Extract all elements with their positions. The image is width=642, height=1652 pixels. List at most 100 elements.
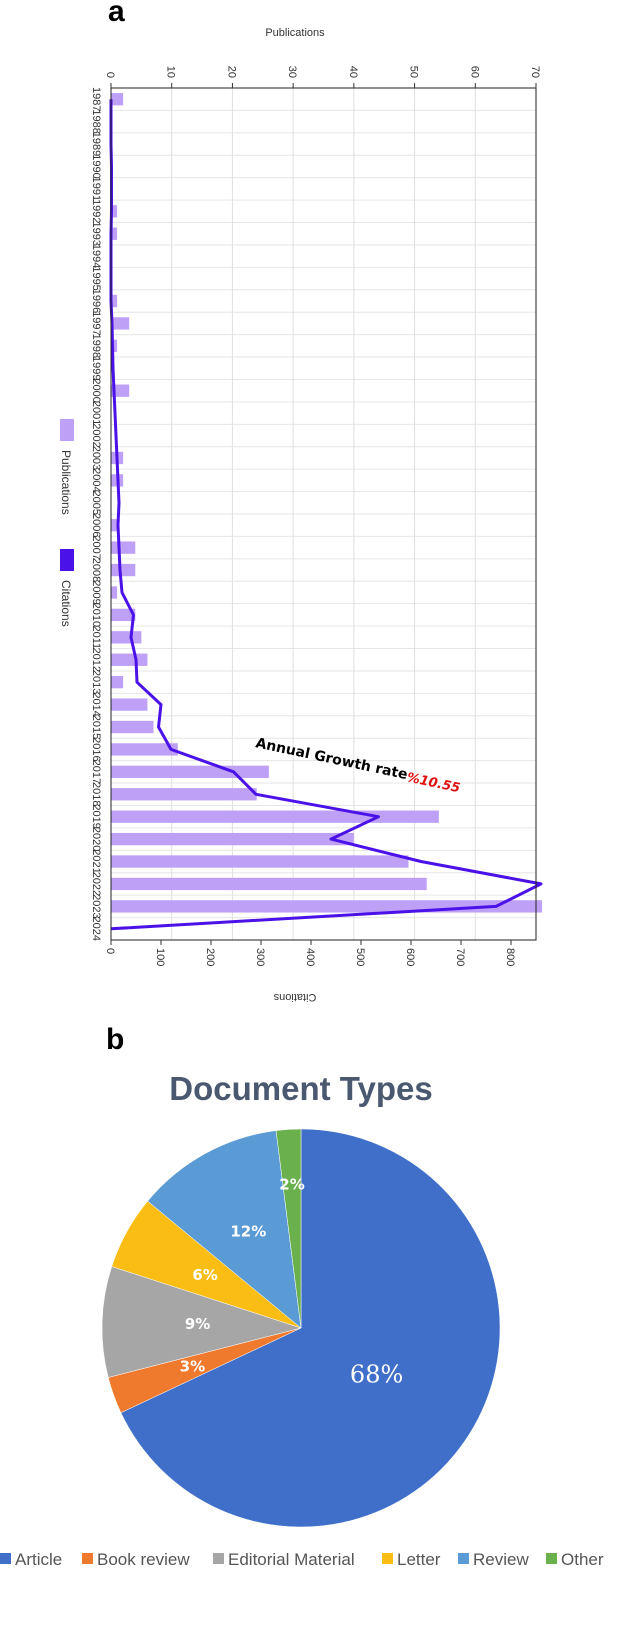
publications-tick-label: 60 (468, 66, 480, 78)
citations-tick-label: 700 (454, 948, 466, 966)
year-label-2003: 2003 (90, 446, 102, 470)
legend-label-publications: Publications (59, 450, 73, 515)
publications-tick-label: 40 (347, 66, 359, 78)
annotation-group: Annual Growth rate%10.55 (254, 735, 461, 796)
pie-legend-label-editorial-material: Editorial Material (228, 1550, 355, 1569)
publication-bar-2014 (111, 698, 148, 711)
publication-bar-2012 (111, 653, 148, 666)
publication-bar-2011 (111, 631, 142, 644)
pie-legend-swatch-other (546, 1553, 557, 1564)
publication-bar-2007 (111, 541, 136, 554)
year-label-1994: 1994 (90, 244, 102, 268)
publication-bar-2006 (111, 519, 118, 532)
panel-a-label: a (108, 0, 125, 28)
publications-tick-label: 0 (104, 72, 116, 78)
year-label-1989: 1989 (90, 132, 102, 156)
year-label-2021: 2021 (90, 849, 102, 873)
pie-legend-swatch-editorial-material (213, 1553, 224, 1564)
annotation-value: %10.55 (405, 770, 461, 796)
publication-bar-2017 (111, 765, 269, 779)
pie-label-other: 2% (279, 1176, 304, 1194)
pie-slice-labels: 68% 3% 9% 6% 12% 2% (180, 1176, 404, 1389)
publication-bar-1993 (111, 227, 118, 240)
year-label-2020: 2020 (90, 827, 102, 851)
pie-legend-label-review: Review (473, 1550, 529, 1569)
pie-legend-label-other: Other (561, 1550, 604, 1569)
panel-b-label: b (106, 1023, 124, 1056)
publications-citations-chart: 0 10 20 30 40 50 60 70 0 100 200 300 400 500 600 700 80… (59, 27, 543, 1003)
year-label-1993: 1993 (90, 221, 102, 245)
growth-rate-annotation: Annual Growth rate%10.55 (254, 735, 461, 796)
legend-swatch-citations (60, 549, 74, 571)
year-axis-labels: 1987198819891990199119921993199419951996… (90, 87, 102, 941)
year-label-2018: 2018 (90, 782, 102, 806)
citations-tick-label: 0 (104, 948, 116, 954)
year-label-1999: 1999 (90, 356, 102, 380)
citations-tick-label: 300 (254, 948, 266, 966)
year-label-1990: 1990 (90, 154, 102, 178)
annotation-text: Annual Growth rate (254, 735, 409, 783)
year-label-2017: 2017 (90, 760, 102, 784)
legend-label-citations: Citations (59, 580, 73, 627)
pie-legend-swatch-letter (382, 1553, 393, 1564)
citations-tick-label: 600 (404, 948, 416, 966)
citations-tick-label: 100 (154, 948, 166, 966)
legend-swatch-publications (60, 419, 74, 441)
publication-bar-1998 (111, 339, 118, 353)
year-label-2002: 2002 (90, 423, 102, 447)
publications-axis-ticks: 0 10 20 30 40 50 60 70 (104, 66, 541, 88)
year-label-1995: 1995 (90, 266, 102, 290)
pie-legend-swatch-book-review (82, 1553, 93, 1564)
publication-bar-2019 (111, 810, 439, 823)
year-label-2013: 2013 (90, 670, 102, 694)
year-label-2024: 2024 (90, 917, 102, 941)
year-label-2004: 2004 (90, 468, 102, 492)
year-label-1988: 1988 (90, 109, 102, 133)
year-label-2005: 2005 (90, 491, 102, 515)
pie-slice-review (147, 1130, 302, 1329)
year-label-2019: 2019 (90, 804, 102, 828)
publications-bars (111, 93, 543, 913)
publication-bar-2021 (111, 855, 409, 868)
year-label-2007: 2007 (90, 535, 102, 559)
publication-bar-1997 (111, 317, 130, 330)
year-label-2012: 2012 (90, 647, 102, 671)
year-label-2010: 2010 (90, 603, 102, 627)
publications-tick-label: 20 (225, 66, 237, 78)
publication-bar-1992 (111, 205, 118, 218)
pie-title: Document Types (169, 1070, 432, 1107)
publication-bar-2010 (111, 608, 136, 622)
citations-tick-label: 200 (204, 948, 216, 966)
publication-bar-2015 (111, 720, 154, 734)
year-label-2011: 2011 (90, 625, 102, 649)
year-label-2008: 2008 (90, 558, 102, 582)
publication-bar-1996 (111, 294, 118, 308)
year-label-1997: 1997 (90, 311, 102, 335)
citations-axis-title: Citations (273, 991, 316, 1003)
year-label-2009: 2009 (90, 580, 102, 604)
publication-bar-1987 (111, 93, 124, 106)
publication-bar-2020 (111, 832, 354, 846)
publication-bar-2008 (111, 563, 136, 577)
publication-bar-2016 (111, 743, 178, 756)
publication-bar-2018 (111, 788, 257, 801)
pie-label-letter: 6% (192, 1266, 217, 1284)
chart-a-legend: Publications Citations (59, 419, 74, 627)
pie-slices (101, 1128, 501, 1528)
pie-slice-other (275, 1128, 302, 1329)
year-label-1992: 1992 (90, 199, 102, 223)
year-label-2014: 2014 (90, 692, 102, 716)
year-label-2006: 2006 (90, 513, 102, 537)
pie-slice-article (120, 1128, 501, 1528)
publication-bar-2009 (111, 586, 118, 599)
pie-label-review: 12% (230, 1223, 266, 1241)
pie-legend-swatch-review (458, 1553, 469, 1564)
publications-tick-label: 70 (529, 66, 541, 78)
year-label-2022: 2022 (90, 872, 102, 896)
year-label-2016: 2016 (90, 737, 102, 761)
citations-axis-ticks: 0 100 200 300 400 500 600 700 800 (104, 940, 516, 966)
pie-label-book-review: 3% (180, 1358, 205, 1376)
pie-legend-label-article: Article (15, 1550, 62, 1569)
citations-tick-label: 400 (304, 948, 316, 966)
